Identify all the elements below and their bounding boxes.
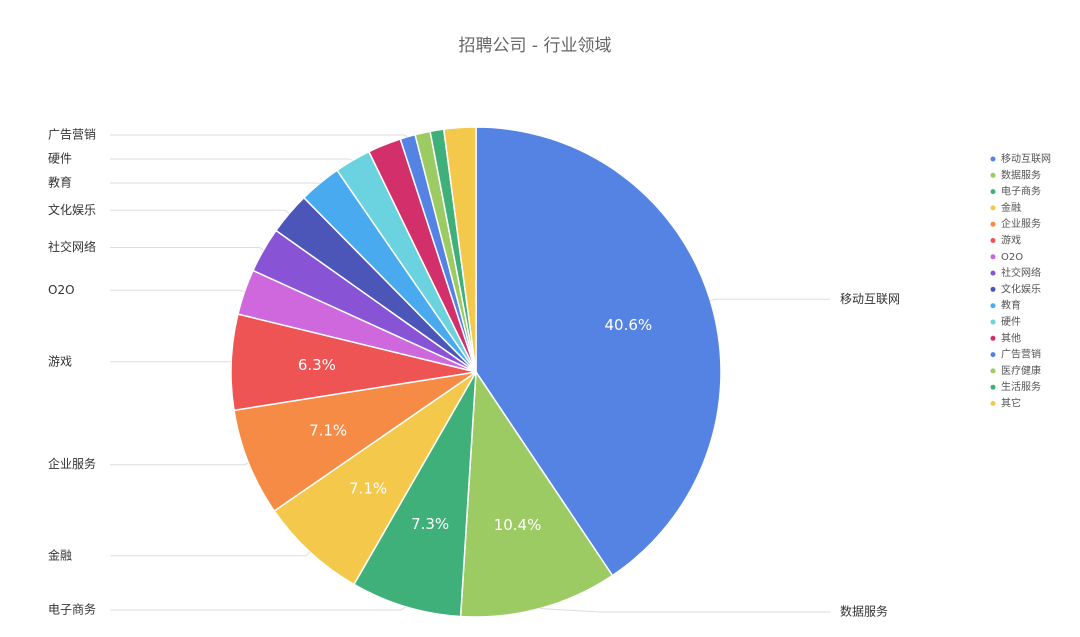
legend-label: 硬件 xyxy=(1001,316,1021,328)
legend-swatch xyxy=(990,205,996,211)
leader-line xyxy=(110,462,249,466)
legend-swatch xyxy=(990,189,996,195)
legend-label: 医疗健康 xyxy=(1001,364,1041,377)
outer-label: 企业服务 xyxy=(48,456,96,471)
legend-label: 广告营销 xyxy=(1001,348,1041,361)
outer-label: 硬件 xyxy=(48,152,72,166)
leader-line xyxy=(110,209,290,214)
legend-swatch xyxy=(990,352,996,358)
leader-line xyxy=(110,289,245,293)
slice-label: 7.3% xyxy=(411,515,449,533)
legend-swatch xyxy=(990,401,996,406)
leader-line xyxy=(710,298,830,302)
legend-label: O2O xyxy=(1001,252,1023,263)
slice-label: 40.6% xyxy=(605,316,653,334)
legend-swatch xyxy=(990,303,996,309)
outer-label: 文化娱乐 xyxy=(48,202,96,217)
outer-label: O2O xyxy=(48,283,75,297)
outer-label: 社交网络 xyxy=(48,239,96,254)
leader-line xyxy=(110,158,353,161)
leader-line xyxy=(110,247,264,251)
leader-line xyxy=(110,551,311,557)
legend-label: 金融 xyxy=(1001,201,1021,214)
outer-label: 电子商务 xyxy=(48,602,96,617)
legend-swatch xyxy=(990,156,996,162)
pie-slice xyxy=(352,371,477,618)
slice-label: 7.1% xyxy=(309,422,347,440)
legend-label: 其他 xyxy=(1001,331,1021,344)
legend-swatch xyxy=(990,335,996,341)
legend-swatch xyxy=(990,319,996,325)
legend-label: 文化娱乐 xyxy=(1001,282,1041,295)
outer-label: 数据服务 xyxy=(840,604,888,619)
pie-slice xyxy=(442,126,477,373)
legend-swatch xyxy=(990,254,996,260)
legend-label: 社交网络 xyxy=(1001,266,1041,279)
leader-line xyxy=(110,606,406,611)
legend-label: 数据服务 xyxy=(1001,168,1041,181)
legend-label: 游戏 xyxy=(1001,234,1021,247)
outer-label: 教育 xyxy=(48,175,72,190)
legend-label: 生活服务 xyxy=(1001,380,1041,393)
legend-swatch xyxy=(990,286,996,292)
legend-swatch xyxy=(990,172,996,178)
legend-swatch xyxy=(990,270,996,276)
legend-swatch xyxy=(990,238,996,243)
slice-label: 10.4% xyxy=(494,516,542,534)
outer-label: 移动互联网 xyxy=(840,292,900,306)
chart-title: 招聘公司 - 行业领域 xyxy=(459,36,612,56)
outer-label: 游戏 xyxy=(48,354,72,368)
slice-label: 7.1% xyxy=(349,480,387,498)
pie-slice xyxy=(459,369,614,618)
outer-label: 广告营销 xyxy=(48,128,96,142)
outer-label: 金融 xyxy=(48,547,72,562)
legend-swatch xyxy=(990,368,996,374)
legend-swatch xyxy=(990,221,996,227)
legend-label: 移动互联网 xyxy=(1001,152,1051,165)
legend-label: 教育 xyxy=(1001,299,1021,312)
slice-label: 6.3% xyxy=(298,356,336,374)
pie-slice xyxy=(273,371,477,586)
legend-label: 企业服务 xyxy=(1001,217,1041,230)
legend-label: 其它 xyxy=(1001,397,1021,410)
legend-swatch xyxy=(990,384,996,390)
legend-label: 电子商务 xyxy=(1001,185,1041,198)
leader-line xyxy=(539,608,830,613)
pie-slice xyxy=(233,371,477,513)
leader-line xyxy=(110,134,408,138)
